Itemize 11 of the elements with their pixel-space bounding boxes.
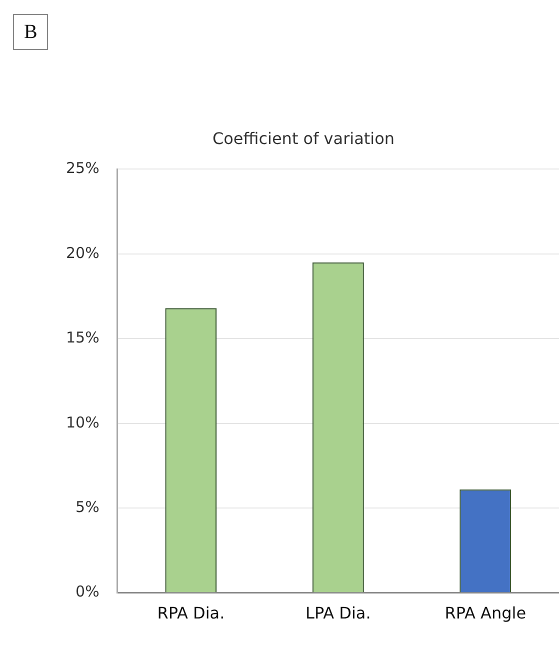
x-tick-label: RPA Dia. — [157, 604, 225, 623]
y-tick-label: 10% — [66, 413, 100, 432]
text: B — [13, 14, 48, 50]
y-tick-label: 25% — [66, 159, 100, 178]
y-tick-label: 5% — [76, 498, 100, 516]
y-tick-label: 0% — [76, 582, 100, 601]
chart-title: Coefficient of variation — [212, 128, 395, 148]
y-tick-label: 20% — [66, 244, 100, 262]
y-tick-label: 15% — [66, 328, 100, 347]
x-tick-label: LPA Dia. — [306, 604, 371, 623]
x-tick-label: RPA Angle — [444, 604, 526, 623]
